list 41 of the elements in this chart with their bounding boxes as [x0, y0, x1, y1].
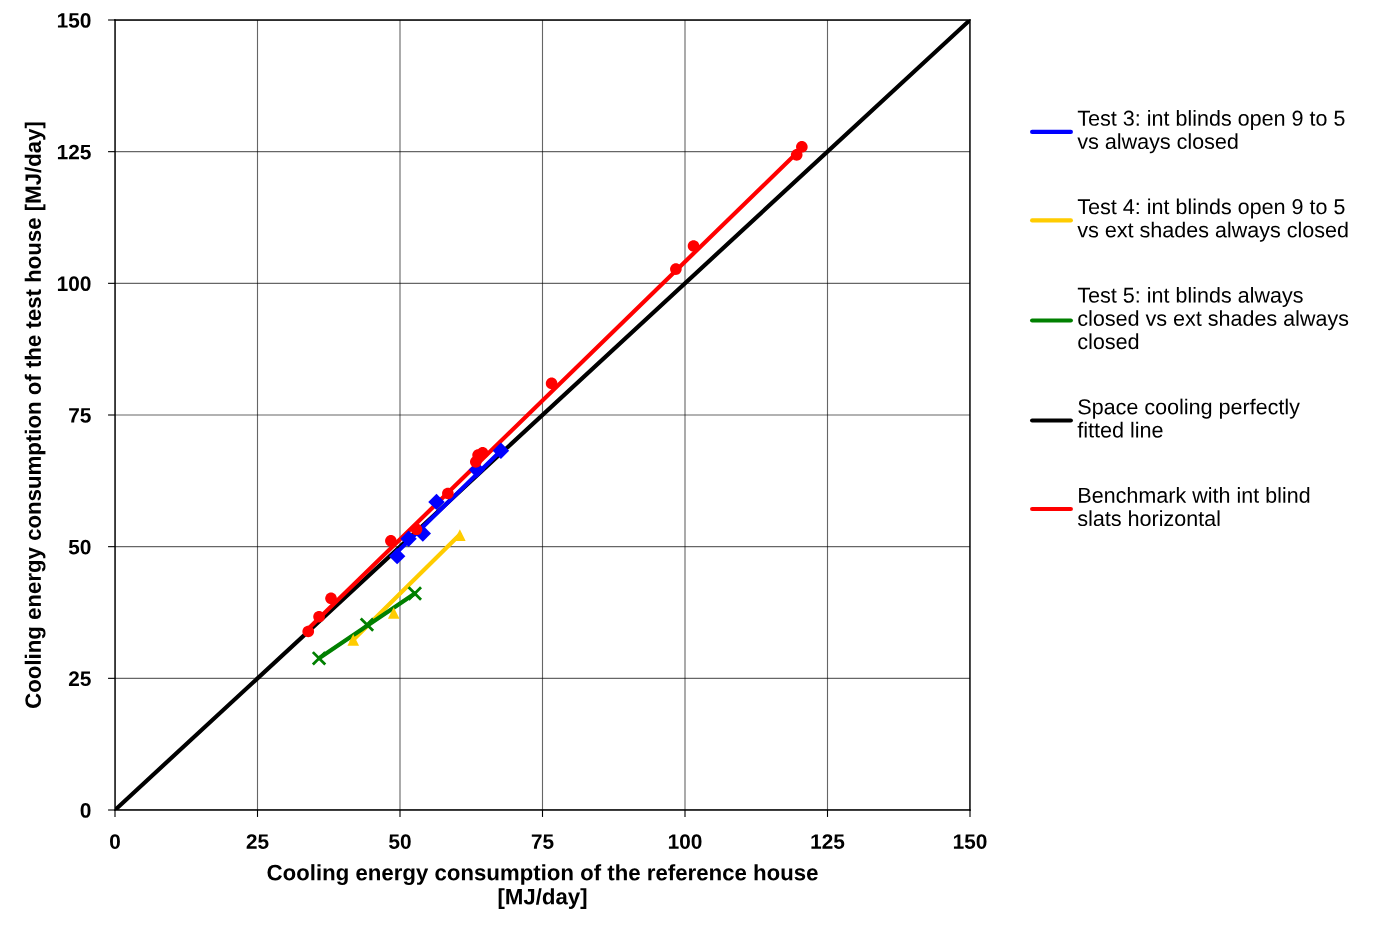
- point: [428, 493, 445, 511]
- point: [302, 625, 315, 638]
- y-axis-title: Cooling energy consumption of the test house [MJ/day]: [24, 122, 46, 708]
- y-tick-label: 25: [68, 671, 91, 687]
- x-tick-label: 0: [110, 834, 120, 849]
- point: [407, 585, 423, 602]
- x-tick-label: 100: [668, 834, 702, 849]
- point: [687, 240, 700, 252]
- point: [442, 487, 454, 500]
- y-tick-label: 150: [57, 13, 91, 28]
- legend-label: Test 3: int blinds open 9 to 5 vs always closed: [1077, 110, 1345, 154]
- point: [325, 592, 337, 605]
- point: [670, 263, 682, 275]
- point: [492, 442, 510, 460]
- x-tick-label: 75: [531, 834, 554, 849]
- legend-label: Space cooling perfectly fitted line: [1077, 398, 1300, 438]
- point: [476, 447, 489, 459]
- point: [400, 530, 417, 547]
- legend-label: Test 4: int blinds open 9 to 5 vs ext shades always closed: [1077, 198, 1348, 242]
- point: [388, 547, 406, 565]
- y-tick-label: 100: [57, 276, 91, 292]
- point: [311, 650, 327, 666]
- point: [313, 610, 325, 623]
- legend-label: Benchmark with int blind slats horizontal: [1077, 487, 1310, 527]
- point: [545, 377, 558, 390]
- legend-label: Test 5: int blinds always closed vs ext shades always closed: [1077, 286, 1349, 350]
- point: [796, 141, 808, 153]
- point: [385, 535, 397, 547]
- point: [387, 607, 400, 619]
- y-tick-label: 50: [68, 539, 91, 555]
- x-tick-label: 50: [389, 834, 411, 849]
- y-tick-label: 0: [80, 803, 91, 818]
- x-axis-title: Cooling energy consumption of the reference house [MJ/day]: [267, 864, 818, 909]
- x-tick-label: 25: [246, 834, 269, 849]
- point: [347, 634, 360, 646]
- y-tick-label: 125: [57, 144, 91, 160]
- x-tick-label: 125: [811, 834, 845, 849]
- point: [359, 617, 375, 633]
- point: [410, 523, 423, 536]
- y-tick-label: 75: [69, 408, 91, 423]
- x-tick-label: 150: [953, 834, 987, 849]
